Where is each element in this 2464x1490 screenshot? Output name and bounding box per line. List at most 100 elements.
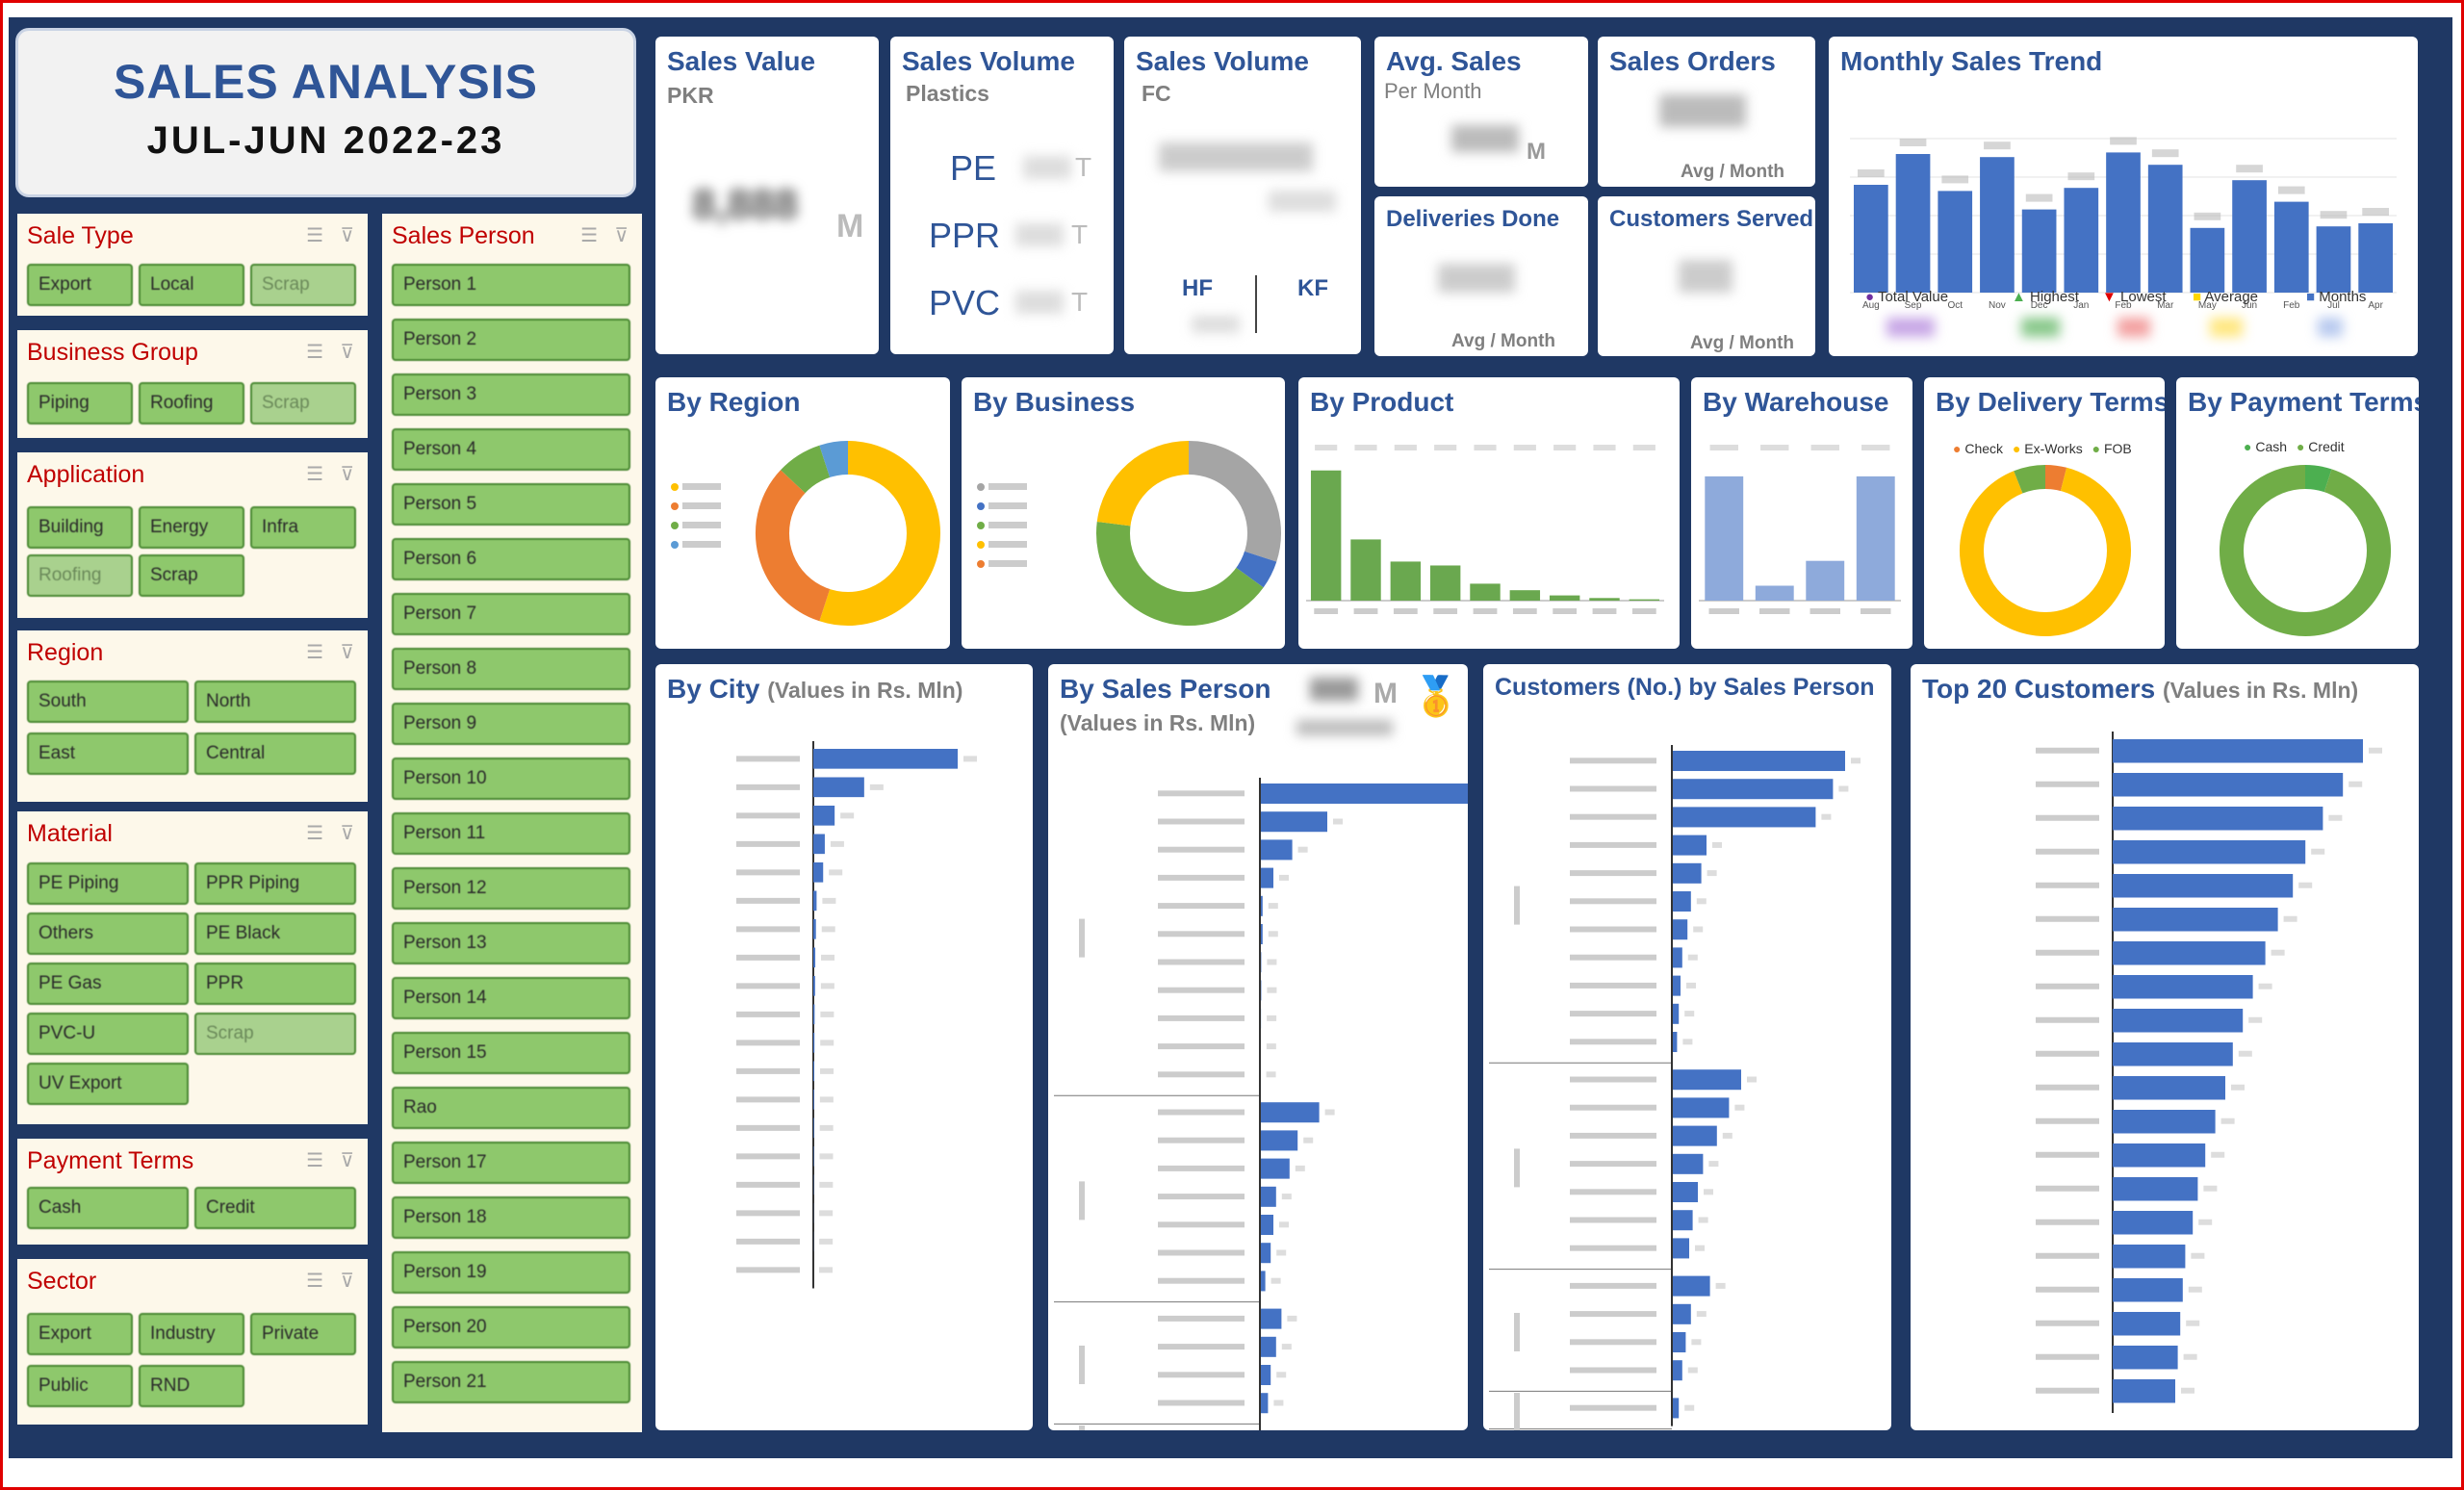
slicer-item-sales-person[interactable]: Person 11 bbox=[392, 812, 630, 855]
donut-slice bbox=[1096, 521, 1264, 626]
slicer-item-sales-person[interactable]: Person 13 bbox=[392, 922, 630, 964]
slicer-item-sales-person[interactable]: Person 6 bbox=[392, 538, 630, 580]
slicer-item[interactable]: Energy bbox=[139, 506, 244, 549]
multiselect-icon[interactable]: ☰ bbox=[306, 1271, 323, 1292]
slicer-item[interactable]: Export bbox=[27, 1313, 133, 1355]
slicer-item[interactable]: South bbox=[27, 681, 189, 723]
data-label-blurred bbox=[1821, 813, 1832, 820]
slicer-item-sales-person[interactable]: Person 4 bbox=[392, 428, 630, 471]
data-label-blurred bbox=[1279, 1221, 1289, 1228]
clear-filter-icon[interactable]: ⊽ bbox=[614, 225, 629, 246]
slicer-item[interactable]: PPR bbox=[194, 963, 356, 1005]
multiselect-icon[interactable]: ☰ bbox=[306, 342, 323, 363]
slicer-item[interactable]: Private bbox=[250, 1313, 356, 1355]
data-label-blurred bbox=[1632, 445, 1656, 450]
slicer-item[interactable]: Cash bbox=[27, 1187, 189, 1229]
slicer-item-sales-person[interactable]: Person 20 bbox=[392, 1306, 630, 1349]
data-label-blurred bbox=[2348, 781, 2363, 787]
slicer-item-sales-person[interactable]: Person 9 bbox=[392, 703, 630, 745]
slicer-item[interactable]: PE Gas bbox=[27, 963, 189, 1005]
slicer-item[interactable]: Public bbox=[27, 1365, 133, 1407]
kpi-value: 8,888 bbox=[692, 181, 799, 228]
slicer-item-sales-person[interactable]: Person 21 bbox=[392, 1361, 630, 1403]
slicer-item-sales-person[interactable]: Rao bbox=[392, 1087, 630, 1129]
slicer-item-sales-person[interactable]: Person 18 bbox=[392, 1196, 630, 1239]
clear-filter-icon[interactable]: ⊽ bbox=[340, 823, 354, 844]
slicer-item-sales-person[interactable]: Person 14 bbox=[392, 977, 630, 1019]
slicer-item-sales-person[interactable]: Person 19 bbox=[392, 1251, 630, 1294]
slicer-item[interactable]: Building bbox=[27, 506, 133, 549]
legend-label: FOB bbox=[2103, 441, 2132, 456]
bar bbox=[1672, 1332, 1686, 1353]
slicer-item-sales-person[interactable]: Person 1 bbox=[392, 264, 630, 306]
category-label-blurred bbox=[736, 1040, 800, 1046]
slicer-item[interactable]: Others bbox=[27, 912, 189, 955]
slicer-item-sales-person[interactable]: Person 3 bbox=[392, 373, 630, 416]
clear-filter-icon[interactable]: ⊽ bbox=[340, 225, 354, 246]
data-label-blurred bbox=[1698, 1217, 1708, 1223]
slicer-item[interactable]: PE Piping bbox=[27, 862, 189, 905]
chart-title: By Warehouse bbox=[1703, 387, 1889, 417]
slicer-item-sales-person[interactable]: Person 15 bbox=[392, 1032, 630, 1074]
multiselect-icon[interactable]: ☰ bbox=[306, 823, 323, 844]
bar bbox=[1260, 1158, 1290, 1179]
slicer-item[interactable]: PVC-U bbox=[27, 1013, 189, 1055]
slicer-item-sales-person[interactable]: Person 12 bbox=[392, 867, 630, 910]
slicer-item[interactable]: Scrap bbox=[139, 554, 244, 597]
clear-filter-icon[interactable]: ⊽ bbox=[340, 642, 354, 663]
data-label-blurred bbox=[1268, 931, 1278, 938]
slicer-item[interactable]: Scrap bbox=[194, 1013, 356, 1055]
category-label-blurred bbox=[736, 1067, 800, 1074]
multiselect-icon[interactable]: ☰ bbox=[306, 642, 323, 663]
slicer-item[interactable]: Piping bbox=[27, 382, 133, 424]
slicer-item[interactable]: UV Export bbox=[27, 1063, 189, 1105]
slicer-item-sales-person[interactable]: Person 8 bbox=[392, 648, 630, 690]
clear-filter-icon[interactable]: ⊽ bbox=[340, 1150, 354, 1171]
clear-filter-icon[interactable]: ⊽ bbox=[340, 342, 354, 363]
slicer-item-sales-person[interactable]: Person 5 bbox=[392, 483, 630, 526]
slicer-item[interactable]: Infra bbox=[250, 506, 356, 549]
category-label-blurred bbox=[2036, 1050, 2099, 1057]
multiselect-icon[interactable]: ☰ bbox=[306, 1150, 323, 1171]
slicer-item[interactable]: Roofing bbox=[27, 554, 133, 597]
category-label-blurred bbox=[1570, 785, 1656, 792]
data-label-blurred bbox=[1704, 1189, 1713, 1195]
kpi-subtitle: FC bbox=[1142, 81, 1171, 106]
slicer-item-sales-person[interactable]: Person 17 bbox=[392, 1142, 630, 1184]
bar bbox=[1260, 1130, 1298, 1151]
slicer-item[interactable]: Local bbox=[139, 264, 244, 306]
clear-filter-icon[interactable]: ⊽ bbox=[340, 1271, 354, 1292]
slicer-item[interactable]: Credit bbox=[194, 1187, 356, 1229]
slicer-item[interactable]: Scrap bbox=[250, 264, 356, 306]
slicer-item[interactable]: Roofing bbox=[139, 382, 244, 424]
multiselect-icon[interactable]: ☰ bbox=[306, 464, 323, 485]
clear-filter-icon[interactable]: ⊽ bbox=[340, 464, 354, 485]
kpi-value-blurred bbox=[1269, 191, 1336, 212]
slicer-item[interactable]: East bbox=[27, 732, 189, 775]
data-label-blurred bbox=[1281, 1194, 1292, 1200]
tick-label: Jul bbox=[2327, 300, 2340, 311]
slicer-item[interactable]: Central bbox=[194, 732, 356, 775]
slicer-item[interactable]: PE Black bbox=[194, 912, 356, 955]
slicer-item[interactable]: RND bbox=[139, 1365, 244, 1407]
data-label-blurred bbox=[2188, 1286, 2202, 1293]
multiselect-icon[interactable]: ☰ bbox=[306, 225, 323, 246]
multiselect-icon[interactable]: ☰ bbox=[580, 225, 598, 246]
kpi-value-blurred bbox=[1438, 264, 1515, 293]
slicer-item[interactable]: PPR Piping bbox=[194, 862, 356, 905]
kpi-subtitle: Plastics bbox=[906, 81, 989, 106]
bar bbox=[1672, 1275, 1710, 1297]
slicer-item[interactable]: Scrap bbox=[250, 382, 356, 424]
slicer-item[interactable]: Industry bbox=[139, 1313, 244, 1355]
bar bbox=[1429, 565, 1461, 601]
slicer-item[interactable]: Export bbox=[27, 264, 133, 306]
bar bbox=[1390, 561, 1422, 601]
slicer-item-sales-person[interactable]: Person 7 bbox=[392, 593, 630, 635]
legend-dot bbox=[671, 522, 679, 529]
category-label-blurred bbox=[1158, 959, 1245, 965]
data-label-blurred bbox=[2238, 1050, 2252, 1057]
slicer-item-sales-person[interactable]: Person 10 bbox=[392, 758, 630, 800]
slicer-item[interactable]: North bbox=[194, 681, 356, 723]
slicer-item-sales-person[interactable]: Person 2 bbox=[392, 319, 630, 361]
value-blurred bbox=[1296, 720, 1393, 735]
